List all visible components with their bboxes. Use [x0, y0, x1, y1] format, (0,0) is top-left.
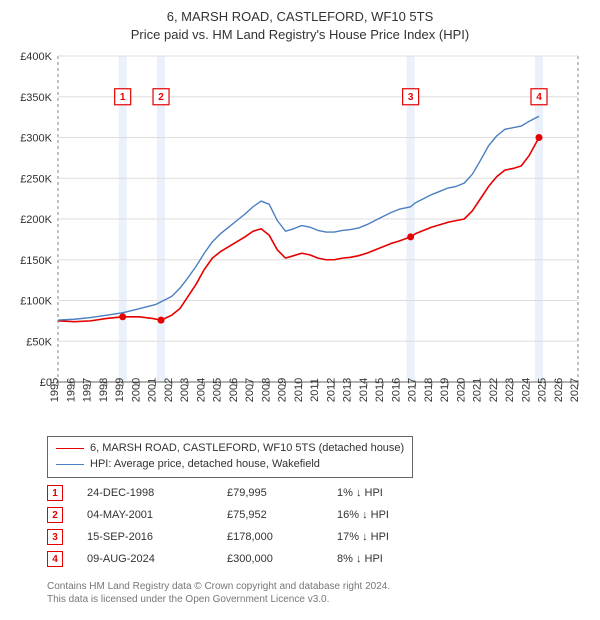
footnote-line2: This data is licensed under the Open Gov…: [47, 593, 390, 606]
svg-text:2007: 2007: [244, 378, 256, 402]
title-line1: 6, MARSH ROAD, CASTLEFORD, WF10 5TS: [0, 8, 600, 26]
svg-text:£200K: £200K: [20, 214, 52, 226]
svg-text:£150K: £150K: [20, 255, 52, 267]
legend-swatch-hpi: [56, 464, 84, 465]
transaction-diff: 1% ↓ HPI: [337, 487, 427, 499]
svg-text:2019: 2019: [439, 378, 451, 402]
transactions-table: 124-DEC-1998£79,9951% ↓ HPI204-MAY-2001£…: [47, 482, 427, 570]
svg-text:2025: 2025: [537, 378, 549, 402]
svg-text:2002: 2002: [163, 378, 175, 402]
svg-text:£350K: £350K: [20, 92, 52, 104]
svg-text:2017: 2017: [407, 378, 419, 402]
svg-text:2024: 2024: [520, 378, 532, 402]
svg-text:1996: 1996: [65, 378, 77, 402]
legend-row-hpi: HPI: Average price, detached house, Wake…: [56, 457, 404, 473]
transaction-marker: 4: [47, 551, 63, 567]
svg-text:£250K: £250K: [20, 173, 52, 185]
transaction-price: £75,952: [227, 509, 337, 521]
svg-text:2004: 2004: [195, 378, 207, 402]
svg-text:£100K: £100K: [20, 296, 52, 308]
svg-text:2003: 2003: [179, 378, 191, 402]
svg-text:2006: 2006: [228, 378, 240, 402]
footnote: Contains HM Land Registry data © Crown c…: [47, 580, 390, 606]
svg-text:2005: 2005: [212, 378, 224, 402]
transaction-row: 2 04-MAY-2001£75,95216% ↓ HPI: [47, 504, 427, 526]
svg-text:2015: 2015: [374, 378, 386, 402]
transaction-price: £300,000: [227, 553, 337, 565]
transaction-row: 4 09-AUG-2024£300,0008% ↓ HPI: [47, 548, 427, 570]
svg-text:2022: 2022: [488, 378, 500, 402]
svg-text:1995: 1995: [49, 378, 61, 402]
transaction-price: £178,000: [227, 531, 337, 543]
transaction-date: 04-MAY-2001: [87, 509, 227, 521]
svg-text:2001: 2001: [147, 378, 159, 402]
transaction-row: 1 24-DEC-1998£79,9951% ↓ HPI: [47, 482, 427, 504]
svg-text:3: 3: [408, 92, 414, 103]
transaction-marker: 3: [47, 529, 63, 545]
footnote-line1: Contains HM Land Registry data © Crown c…: [47, 580, 390, 593]
svg-text:2027: 2027: [569, 378, 581, 402]
svg-text:2: 2: [158, 92, 164, 103]
transaction-date: 15-SEP-2016: [87, 531, 227, 543]
svg-text:1997: 1997: [82, 378, 94, 402]
svg-text:2023: 2023: [504, 378, 516, 402]
legend-swatch-price-paid: [56, 448, 84, 449]
svg-text:2013: 2013: [342, 378, 354, 402]
chart-container: { "title_line1": "6, MARSH ROAD, CASTLEF…: [0, 0, 600, 620]
svg-text:2018: 2018: [423, 378, 435, 402]
transaction-date: 09-AUG-2024: [87, 553, 227, 565]
transaction-marker: 1: [47, 485, 63, 501]
transaction-date: 24-DEC-1998: [87, 487, 227, 499]
svg-text:2009: 2009: [277, 378, 289, 402]
svg-text:2008: 2008: [260, 378, 272, 402]
svg-text:£300K: £300K: [20, 133, 52, 145]
svg-text:2026: 2026: [553, 378, 565, 402]
legend-label-hpi: HPI: Average price, detached house, Wake…: [90, 457, 320, 473]
chart-svg: £0£50K£100K£150K£200K£250K£300K£350K£400…: [10, 50, 590, 430]
svg-text:£50K: £50K: [26, 336, 52, 348]
transaction-price: £79,995: [227, 487, 337, 499]
svg-text:2020: 2020: [455, 378, 467, 402]
chart-title: 6, MARSH ROAD, CASTLEFORD, WF10 5TS Pric…: [0, 0, 600, 43]
svg-text:2016: 2016: [390, 378, 402, 402]
transaction-row: 3 15-SEP-2016£178,00017% ↓ HPI: [47, 526, 427, 548]
svg-text:4: 4: [536, 92, 542, 103]
legend-row-price-paid: 6, MARSH ROAD, CASTLEFORD, WF10 5TS (det…: [56, 441, 404, 457]
svg-text:2010: 2010: [293, 378, 305, 402]
svg-text:2000: 2000: [130, 378, 142, 402]
transaction-marker: 2: [47, 507, 63, 523]
svg-text:2014: 2014: [358, 378, 370, 402]
transaction-diff: 8% ↓ HPI: [337, 553, 427, 565]
transaction-diff: 16% ↓ HPI: [337, 509, 427, 521]
chart-area: £0£50K£100K£150K£200K£250K£300K£350K£400…: [10, 50, 590, 430]
title-line2: Price paid vs. HM Land Registry's House …: [0, 26, 600, 44]
svg-text:1999: 1999: [114, 378, 126, 402]
svg-text:1: 1: [120, 92, 126, 103]
legend: 6, MARSH ROAD, CASTLEFORD, WF10 5TS (det…: [47, 436, 413, 478]
legend-label-price-paid: 6, MARSH ROAD, CASTLEFORD, WF10 5TS (det…: [90, 441, 404, 457]
svg-text:2011: 2011: [309, 378, 321, 402]
transaction-diff: 17% ↓ HPI: [337, 531, 427, 543]
svg-text:2012: 2012: [325, 378, 337, 402]
svg-text:2021: 2021: [472, 378, 484, 402]
svg-text:£400K: £400K: [20, 51, 52, 63]
svg-text:1998: 1998: [98, 378, 110, 402]
